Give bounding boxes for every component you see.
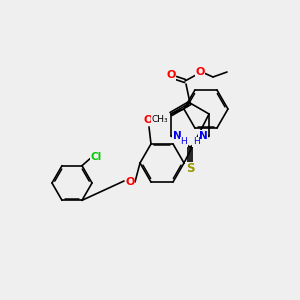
Text: O: O bbox=[125, 177, 135, 187]
Text: Cl: Cl bbox=[90, 152, 102, 162]
Text: O: O bbox=[195, 67, 205, 77]
Text: N: N bbox=[199, 131, 207, 141]
Text: H: H bbox=[181, 137, 187, 146]
Text: O: O bbox=[143, 115, 153, 125]
Text: H: H bbox=[193, 137, 200, 146]
Text: CH₃: CH₃ bbox=[152, 116, 168, 124]
Text: N: N bbox=[172, 131, 181, 141]
Text: O: O bbox=[166, 70, 176, 80]
Text: S: S bbox=[186, 163, 194, 176]
